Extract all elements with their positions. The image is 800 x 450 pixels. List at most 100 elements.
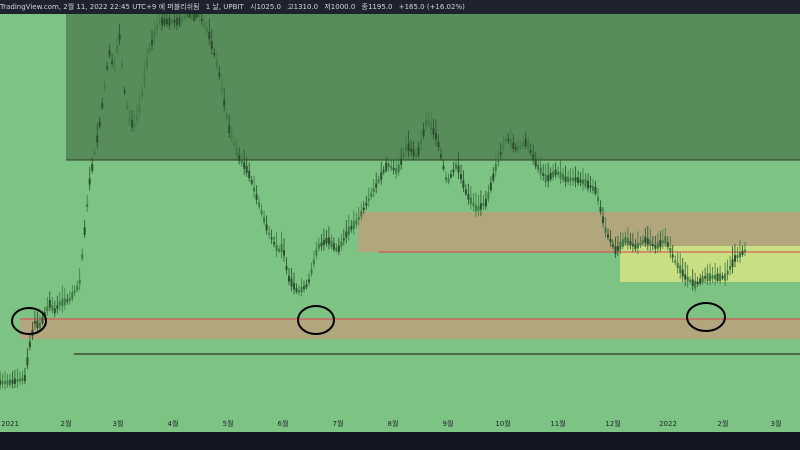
candle-body (98, 121, 101, 127)
candle-body (165, 18, 168, 25)
candle-body (151, 39, 153, 46)
candle-body (450, 174, 452, 178)
brown-zone-lower (20, 319, 800, 339)
candle-body (278, 248, 281, 252)
candle-body (123, 90, 126, 93)
candle-body (1, 380, 4, 385)
candle-body (195, 14, 198, 18)
candle-body (170, 19, 173, 24)
candle-body (290, 278, 293, 287)
candle-body (542, 173, 545, 176)
candle-body (425, 120, 428, 127)
candle-body (18, 378, 21, 382)
candle-body (397, 164, 400, 173)
candle-body (315, 249, 318, 256)
candle-body (437, 142, 440, 148)
candle-body (248, 170, 251, 179)
candle-body (382, 170, 385, 173)
candle-body (676, 263, 679, 268)
candle-body (330, 240, 333, 247)
candle-body (574, 177, 577, 182)
candle-body (200, 18, 203, 22)
candle-body (285, 266, 288, 270)
candle-body (48, 299, 51, 308)
x-axis-bar (0, 432, 800, 450)
candle-body (263, 217, 266, 223)
candle-body (671, 254, 674, 258)
candle-body (604, 227, 607, 233)
candle-body (572, 178, 575, 181)
candle-body (554, 169, 557, 176)
candle-body (407, 143, 410, 151)
candle-body (193, 14, 196, 22)
x-tick-label: 11월 (550, 419, 565, 428)
candle-body (332, 243, 335, 250)
candle-body (509, 139, 512, 147)
x-tick-label: 2021 (1, 420, 19, 428)
candle-body (53, 308, 56, 314)
candle-body (118, 34, 121, 41)
candle-body (273, 241, 276, 245)
candle-body (641, 240, 644, 244)
x-tick-label: 2월 (718, 419, 729, 428)
candle-body (679, 265, 682, 274)
candle-body (128, 117, 131, 123)
candle-body (567, 176, 570, 183)
candle-body (512, 142, 515, 149)
candle-body (367, 198, 370, 201)
candle-body (78, 279, 81, 285)
candle-body (380, 172, 383, 180)
candle-body (744, 249, 746, 252)
candle-body (208, 31, 211, 40)
candle-body (616, 246, 619, 251)
candle-body (656, 242, 659, 249)
candle-body (258, 202, 261, 207)
candle-body (422, 129, 425, 137)
candle-body (494, 164, 497, 172)
candle-body (704, 276, 707, 279)
candle-body (611, 244, 614, 247)
candle-body (298, 290, 300, 293)
x-tick-label: 10월 (495, 419, 510, 428)
candle-body (392, 167, 395, 171)
candle-body (350, 226, 353, 230)
candle-body (390, 165, 393, 169)
candle-body (58, 301, 61, 306)
candle-body (552, 171, 555, 177)
candle-body (198, 14, 201, 17)
x-tick-label: 2월 (61, 419, 72, 428)
candle-body (462, 180, 465, 188)
candle-body (188, 14, 191, 18)
candle-body (649, 240, 652, 246)
candle-body (136, 115, 138, 121)
candle-body (440, 154, 442, 158)
candle-body (113, 66, 116, 69)
candle-body (28, 341, 31, 348)
candle-body (646, 238, 649, 245)
candle-body (499, 152, 502, 155)
candle-body (684, 274, 687, 280)
candle-body (61, 298, 64, 307)
candle-body (253, 187, 256, 192)
candle-body (76, 285, 79, 291)
candle-body (121, 63, 124, 68)
candle-body (539, 167, 542, 175)
candle-body (619, 241, 622, 250)
candle-body (158, 20, 161, 23)
ohlc-close: 종1195.0 (361, 3, 393, 11)
candle-body (402, 153, 405, 157)
highlight-circle-2 (297, 305, 335, 335)
candle-body (395, 168, 398, 174)
candle-body (355, 220, 358, 225)
ohlc-high: 고1310.0 (287, 3, 319, 11)
candle-body (597, 197, 599, 201)
candle-body (320, 242, 323, 247)
candle-body (103, 84, 106, 89)
candle-body (0, 380, 1, 385)
candle-body (537, 164, 540, 170)
candle-body (240, 160, 243, 164)
x-tick-label: 3월 (771, 419, 782, 428)
candle-body (497, 157, 500, 163)
